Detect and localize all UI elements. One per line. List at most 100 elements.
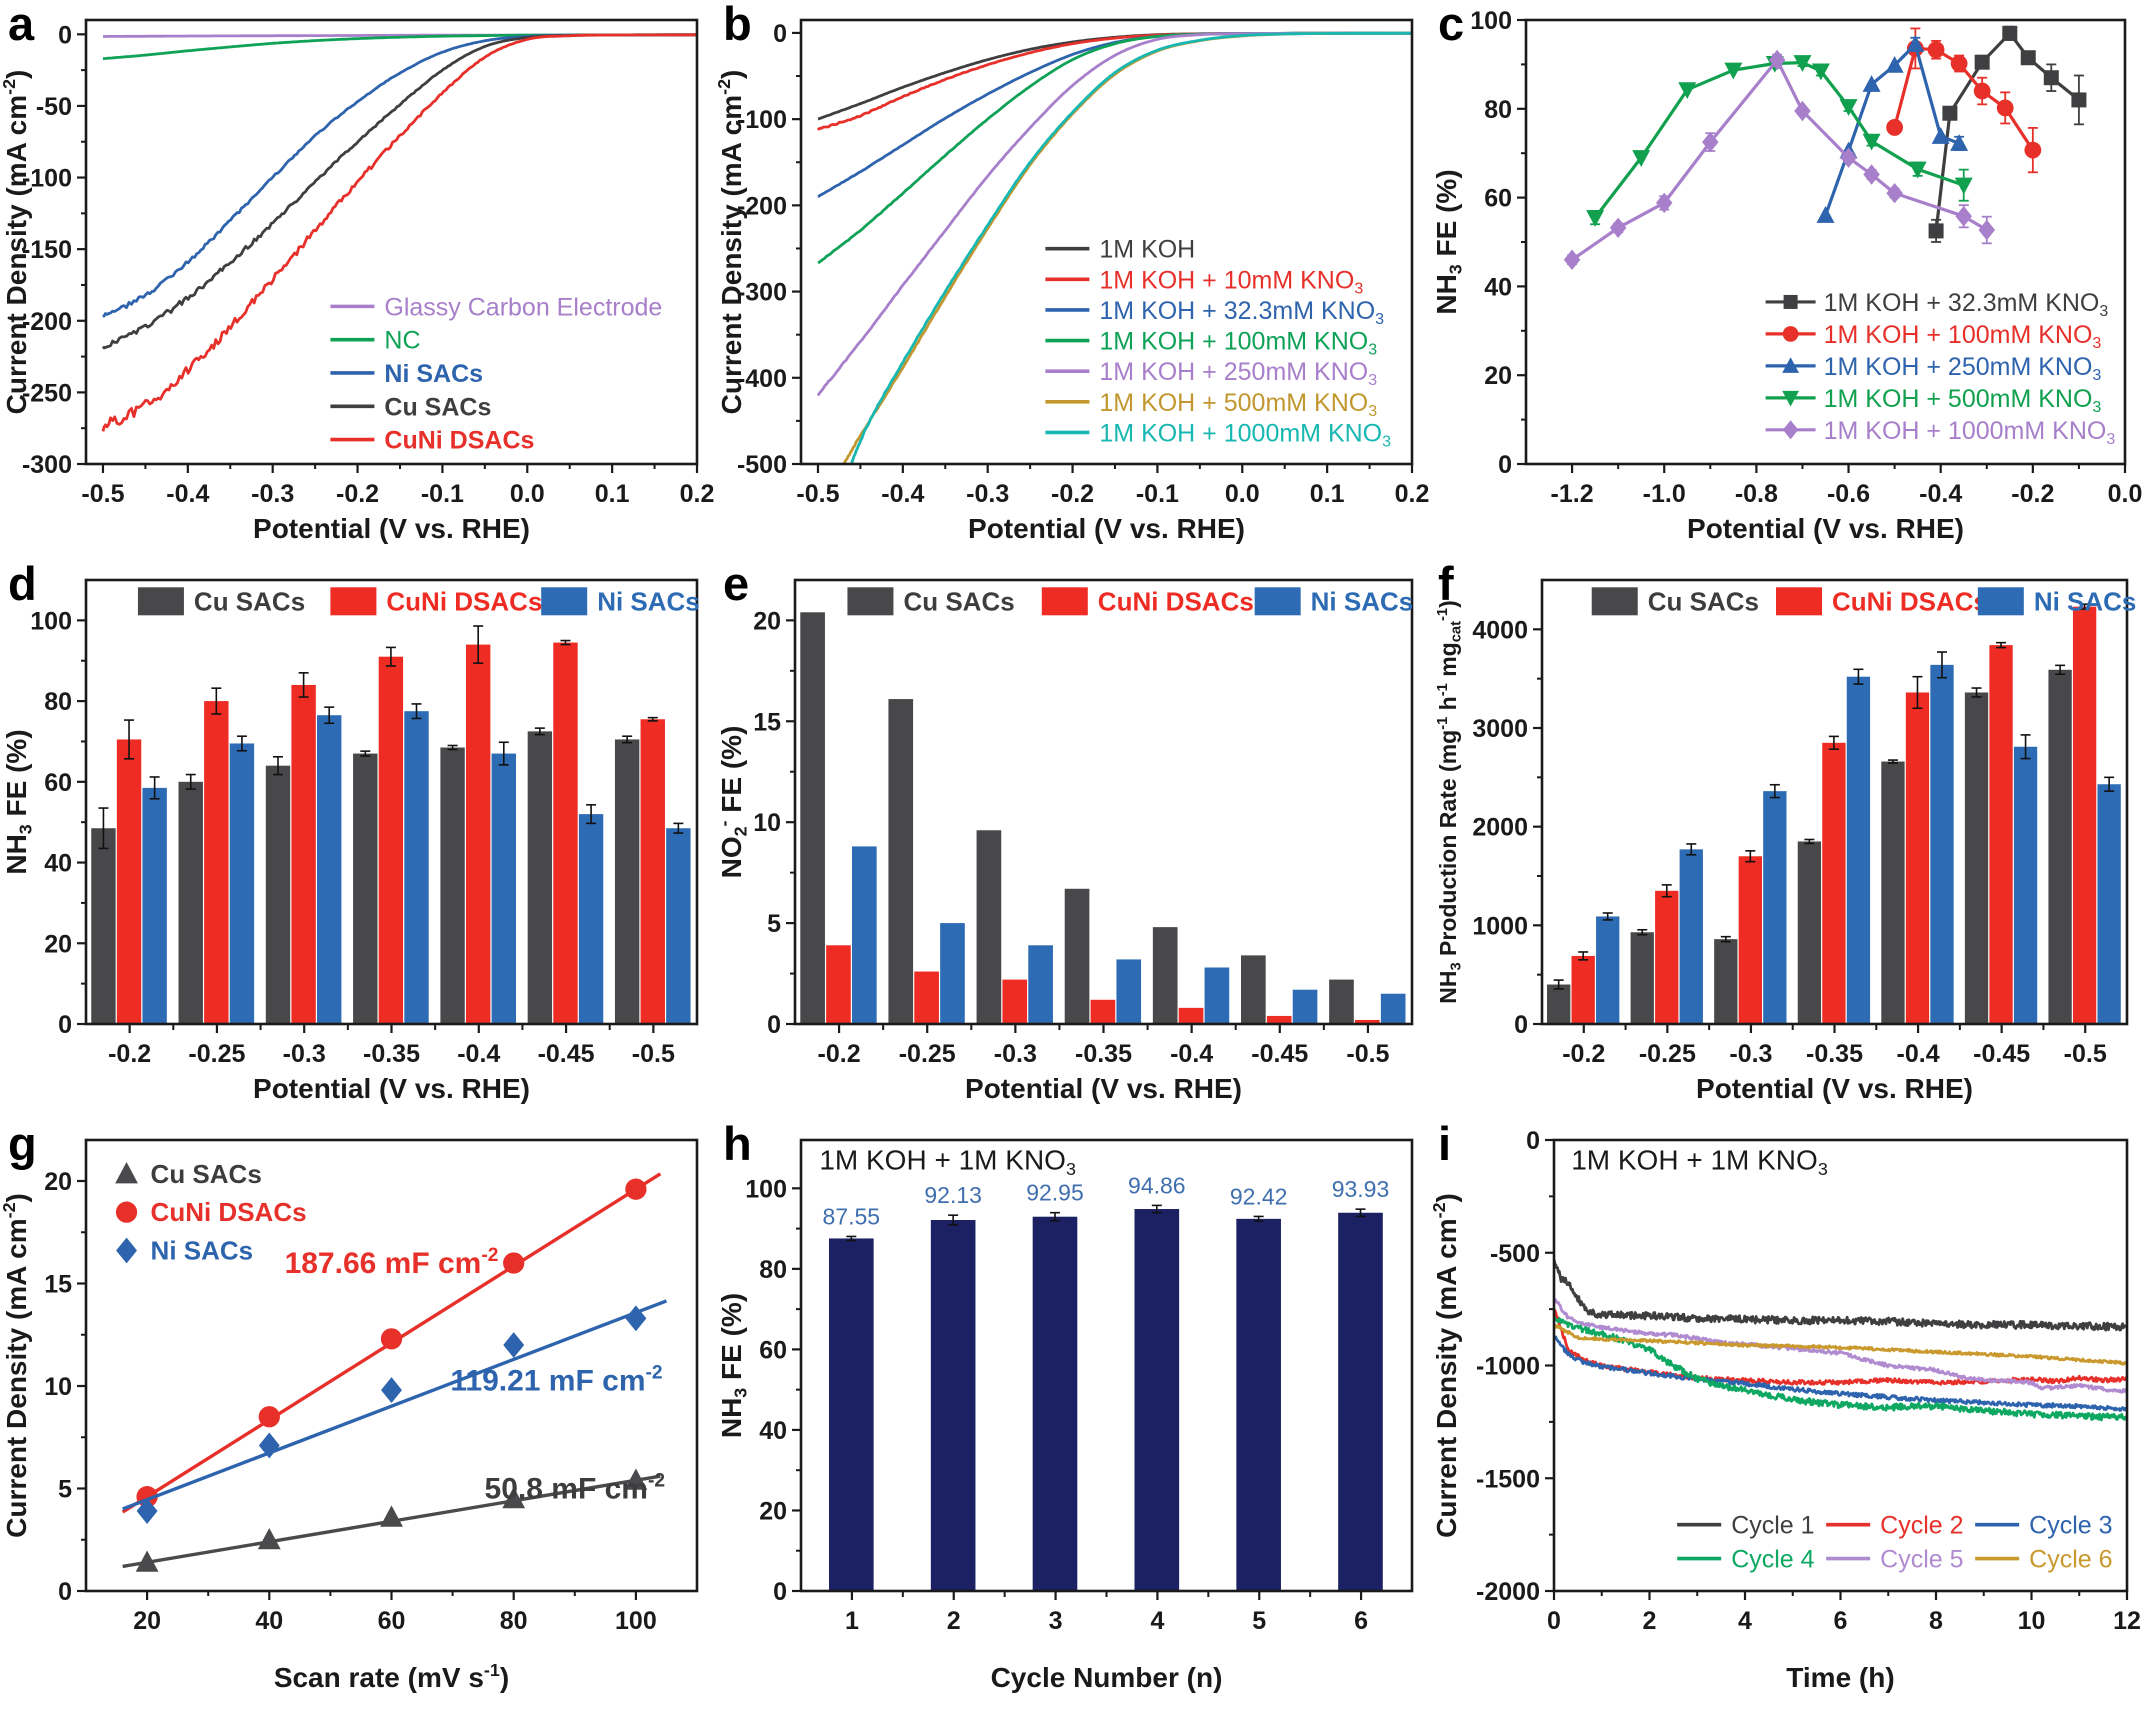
annotation: 187.66 mF cm-2 — [285, 1245, 499, 1280]
annotation: 119.21 mF cm-2 — [450, 1362, 662, 1397]
annotation: 50.8 mF cm-2 — [485, 1471, 665, 1506]
legend: Cu SACs CuNi DSACs Ni SACs — [137, 586, 700, 616]
bar-series-2 — [851, 846, 1406, 1024]
legend-label: Cycle 3 — [2029, 1512, 2112, 1540]
x-tick-label: -0.8 — [1735, 480, 1778, 508]
y-tick-label: 10 — [753, 809, 781, 837]
y-tick-label: -50 — [36, 93, 72, 121]
series-4 — [816, 31, 1412, 397]
x-axis-label: Potential (V vs. RHE) — [965, 1073, 1242, 1104]
series-area — [1563, 25, 2087, 270]
x-tick-label: -1.0 — [1643, 480, 1686, 508]
x-tick-label: 0.0 — [1225, 480, 1260, 508]
legend-label: 1M KOH + 32.3mM KNO3 — [1099, 297, 1384, 328]
plot-frame — [84, 1138, 699, 1593]
y-axis-label: Current Density (mA cm-2) — [715, 70, 747, 415]
series-area — [91, 625, 691, 1024]
x-axis-label: Potential (V vs. RHE) — [253, 1073, 530, 1104]
axes: -0.5 -0.4 -0.3 -0.2 -0.1 0.0 0.1 0.2 0 -50 -100 -15… — [0, 21, 714, 544]
bar-series-0 — [1547, 664, 2072, 1024]
panel-letter-i: i — [1438, 1117, 1452, 1170]
series-4 — [1563, 49, 1996, 270]
bar-value-label: 87.55 — [823, 1203, 881, 1229]
y-tick-label: 0 — [1498, 451, 1512, 479]
panel-letter-d: d — [8, 557, 37, 610]
chart-d-nh3-fe-bars: -0.2 -0.25 -0.3 -0.35 -0.4 -0.45 -0.5 0 20 40 60 80… — [1, 578, 700, 1104]
x-tick-label: -1.2 — [1551, 480, 1594, 508]
y-tick-label: 4000 — [1472, 616, 1528, 644]
x-tick-label: -0.45 — [1251, 1040, 1308, 1068]
x-tick-label: -0.25 — [1639, 1040, 1696, 1068]
y-tick-label: 20 — [44, 1168, 72, 1196]
y-tick-label: 0 — [58, 1578, 72, 1606]
legend-label: Cycle 2 — [1880, 1512, 1963, 1540]
x-tick-label: 10 — [2018, 1607, 2046, 1635]
legend-label: CuNi DSACs — [151, 1197, 307, 1227]
x-tick-label: -0.3 — [251, 480, 294, 508]
legend: Glassy Carbon Electrode NC Ni SACs Cu SACs C… — [330, 293, 662, 455]
panel-h: h 1 2 3 4 5 6 0 20 40 60 80 100 Cycle Number (n) NH3 … — [715, 1120, 1430, 1709]
y-tick-label: -2000 — [1476, 1578, 1540, 1606]
y-tick-label: -100 — [22, 165, 72, 193]
panel-e: e -0.2 -0.25 -0.3 -0.35 -0.4 -0.45 -0.5 0 5 10 15 2… — [715, 560, 1430, 1120]
chart-e-no2-fe-bars: -0.2 -0.25 -0.3 -0.35 -0.4 -0.45 -0.5 0 5 10 15 20 P… — [715, 578, 1414, 1104]
chart-g-ecsa-scan-rate: 20 40 60 80 100 0 5 10 15 20 Scan rate (mV s-1) Cur… — [0, 1138, 699, 1693]
bar-series-1 — [1571, 603, 2097, 1024]
y-tick-label: 40 — [44, 850, 72, 878]
series-area — [1554, 1258, 2127, 1422]
x-axis-label: Potential (V vs. RHE) — [253, 513, 530, 544]
series-1 — [121, 1172, 662, 1514]
x-tick-label: 0.1 — [595, 480, 630, 508]
legend-label: Ni SACs — [597, 586, 700, 616]
y-tick-label: 100 — [745, 1175, 787, 1203]
x-tick-label: -0.4 — [166, 480, 209, 508]
legend-label: CuNi DSACs — [1098, 586, 1254, 616]
series-4 — [101, 33, 697, 432]
legend-label: CuNi DSACs — [386, 586, 542, 616]
y-axis-label: Current Density (mA cm-2) — [1430, 1193, 1462, 1538]
legend-label: Ni SACs — [2034, 586, 2137, 616]
x-tick-label: 0.0 — [510, 480, 545, 508]
x-tick-label: -0.35 — [363, 1040, 420, 1068]
legend-label: Cycle 1 — [1731, 1512, 1814, 1540]
y-axis-label: NH3 FE (%) — [1, 729, 36, 874]
series-4 — [1554, 1297, 2127, 1394]
x-tick-label: -0.2 — [1051, 480, 1094, 508]
x-tick-label: -0.2 — [108, 1040, 151, 1068]
panel-d: d -0.2 -0.25 -0.3 -0.35 -0.4 -0.45 -0.5 0 20 40 60… — [0, 560, 715, 1120]
x-tick-label: -0.3 — [283, 1040, 326, 1068]
x-tick-label: -0.2 — [1562, 1040, 1605, 1068]
y-tick-label: -1000 — [1476, 1353, 1540, 1381]
x-tick-label: 60 — [378, 1607, 406, 1635]
x-tick-label: -0.5 — [2064, 1040, 2107, 1068]
series-1 — [816, 31, 1412, 131]
bar-value-label: 92.13 — [924, 1182, 982, 1208]
y-tick-label: 40 — [759, 1417, 787, 1445]
y-tick-label: 0 — [773, 1578, 787, 1606]
axes: -0.5 -0.4 -0.3 -0.2 -0.1 0.0 0.1 0.2 0 -100 -200 -3… — [715, 20, 1429, 544]
x-tick-label: -0.5 — [1346, 1040, 1389, 1068]
x-tick-label: 100 — [615, 1607, 657, 1635]
x-tick-label: 3 — [1049, 1607, 1063, 1635]
y-tick-label: 80 — [759, 1256, 787, 1284]
legend: Cu SACs CuNi DSACs Ni SACs — [847, 586, 1413, 616]
series-1 — [1886, 27, 2042, 174]
x-tick-label: -0.1 — [1136, 480, 1179, 508]
y-tick-label: 20 — [753, 607, 781, 635]
bar-series-0 — [829, 1204, 1383, 1591]
y-tick-label: -1500 — [1476, 1465, 1540, 1493]
axes: -0.2 -0.25 -0.3 -0.35 -0.4 -0.45 -0.5 0 5 10 15 20 P… — [715, 607, 1390, 1104]
series-0 — [1928, 25, 2087, 243]
y-tick-label: 0 — [1526, 1127, 1540, 1155]
y-tick-label: 5 — [767, 910, 781, 938]
axes: 0 2 4 6 8 10 12 0 -500 -1000 -1500 -2000 Time (h) Cur… — [1430, 1127, 2141, 1693]
plot-frame — [1552, 1138, 2129, 1593]
y-tick-label: 5 — [58, 1476, 72, 1504]
series-area — [121, 1172, 668, 1572]
x-axis-label: Potential (V vs. RHE) — [968, 513, 1245, 544]
x-tick-label: -0.2 — [2011, 480, 2054, 508]
plot-frame — [1540, 578, 2129, 1026]
plot-frame — [84, 578, 699, 1026]
x-tick-label: -0.2 — [818, 1040, 861, 1068]
